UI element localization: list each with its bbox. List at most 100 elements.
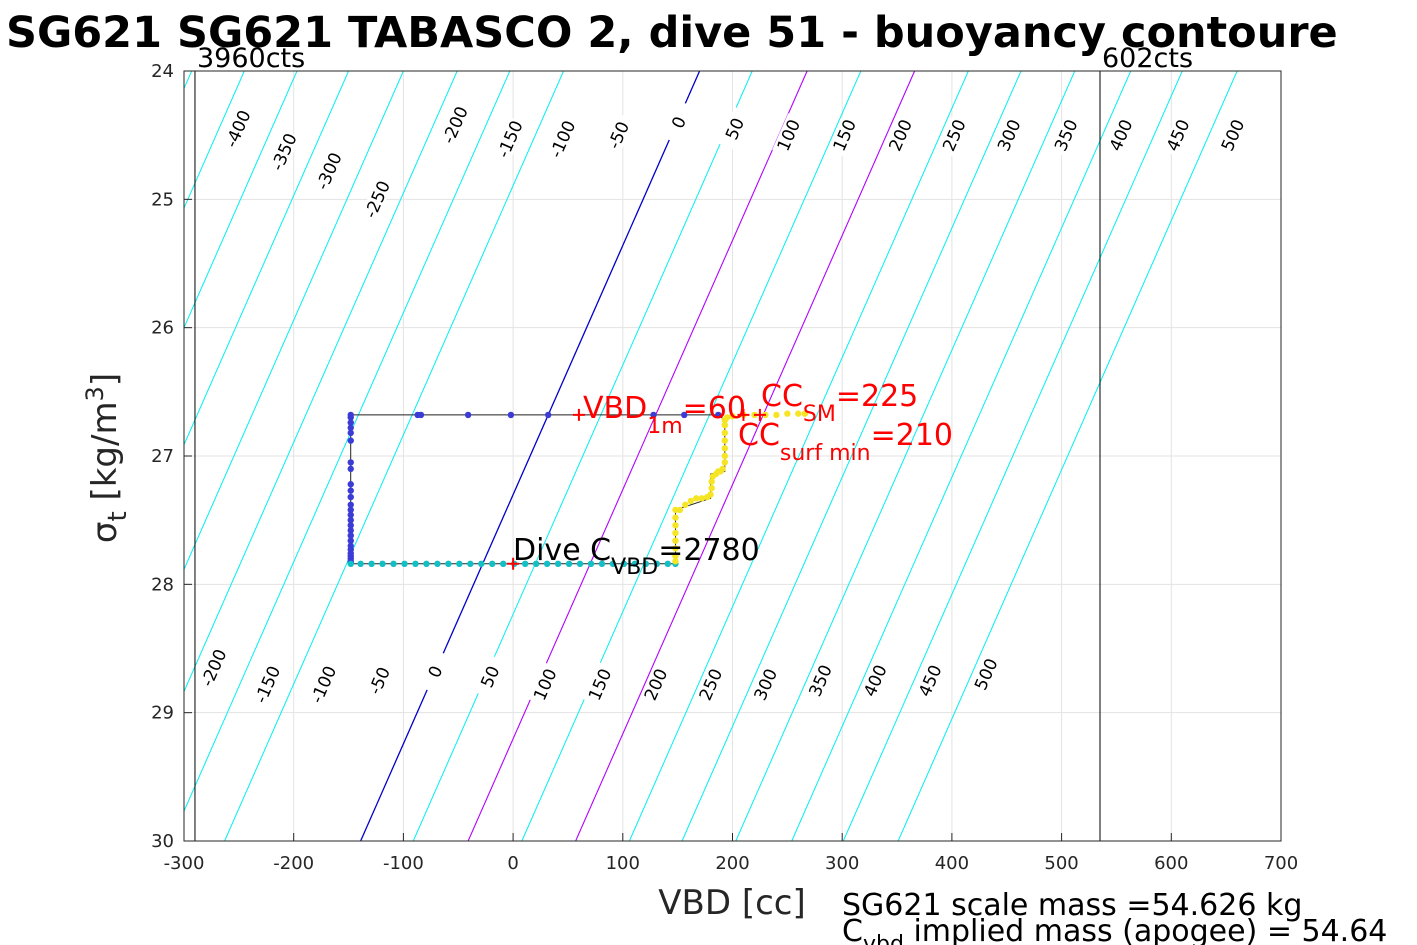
annotation-dive-c-vbd: Dive CVBD=2780 — [513, 533, 760, 580]
annotation-vbd-1m-main: VBD — [583, 391, 647, 426]
y-axis-label-close: ] — [85, 373, 125, 386]
data-point — [682, 501, 689, 508]
data-point — [347, 532, 354, 539]
contour-label-bg — [362, 658, 396, 703]
data-point — [347, 437, 354, 444]
data-point — [801, 410, 809, 417]
contour-label-bg — [583, 662, 617, 707]
data-point — [347, 459, 354, 466]
data-point — [347, 522, 354, 529]
data-point — [347, 465, 354, 473]
data-point — [423, 560, 430, 567]
data-point — [347, 506, 354, 514]
y-axis-label-unit: [kg/m — [85, 401, 125, 511]
data-point — [676, 506, 684, 514]
contour-label-bg — [493, 117, 527, 161]
data-point — [620, 560, 628, 567]
contour-label-bg — [1049, 113, 1083, 158]
contour-label-bg — [772, 113, 805, 158]
x-tick-label: -100 — [383, 853, 424, 874]
data-point — [347, 419, 354, 426]
data-point — [708, 478, 715, 485]
contour-label-bg — [197, 645, 230, 690]
data-point — [347, 424, 354, 431]
contour-label-bg — [937, 113, 971, 158]
data-point — [723, 414, 731, 421]
contour-label-bg — [602, 113, 635, 158]
data-point — [445, 560, 452, 567]
y-tick-label: 24 — [151, 61, 174, 82]
data-points — [347, 410, 809, 567]
y-tick-label: 26 — [151, 318, 174, 339]
data-point — [464, 411, 472, 419]
contour-line — [521, 71, 862, 841]
x-tick-label: -300 — [164, 853, 205, 874]
y-axis-label-sub: t — [103, 511, 133, 521]
axis-ticks: -300 -200 -100 0 100 200 300 400 500 600 700 24 25 26… — [151, 61, 1298, 874]
contour-line — [184, 71, 404, 571]
y-tick-label: 25 — [151, 189, 174, 210]
data-point — [434, 560, 441, 567]
data-point — [672, 552, 679, 560]
annotation-cc-sm: CCSM=225 — [761, 379, 918, 427]
data-point — [721, 459, 729, 466]
data-point — [650, 411, 657, 419]
contour-label-bg — [546, 117, 579, 161]
data-point — [554, 560, 562, 567]
contour-label-bg — [418, 649, 452, 694]
contour-line — [467, 71, 808, 841]
contour-label-bg — [694, 662, 727, 707]
y-tick-label: 29 — [151, 703, 174, 724]
annotation-cc-surf-min: CCsurf min=210 — [738, 418, 953, 466]
contour-line — [360, 71, 701, 841]
data-point — [653, 560, 661, 567]
data-point — [545, 411, 552, 419]
data-point — [467, 560, 474, 567]
data-point — [784, 410, 791, 417]
contour-label-bg — [221, 106, 255, 151]
contour-label-bg — [438, 102, 472, 147]
data-point — [347, 414, 354, 421]
data-point — [347, 487, 354, 494]
contour-line — [791, 71, 1132, 841]
annotation-dive-c-vbd-main: Dive C — [513, 533, 611, 568]
contour-line — [897, 71, 1238, 841]
contour-label-bg — [1104, 113, 1138, 158]
annotation-vbd-1m-sub: 1m — [647, 414, 682, 439]
y-tick-label: 27 — [151, 446, 174, 467]
annotation-dive-c-vbd-sub: VBD — [611, 555, 658, 580]
contour-label-bg — [307, 662, 340, 707]
contour-line — [575, 71, 916, 841]
footer-implied-mass-tail: implied mass (apogee) = 54.64 — [904, 914, 1388, 945]
data-point — [379, 560, 386, 567]
data-point — [715, 411, 722, 419]
contour-label-bg — [828, 113, 861, 158]
data-point — [532, 560, 540, 567]
limit-label-602cts: 602cts — [1102, 43, 1193, 74]
data-point — [357, 560, 364, 567]
data-point — [543, 560, 551, 567]
data-point — [672, 506, 679, 514]
chart-title: SG621 SG621 TABASCO 2, dive 51 - buoyanc… — [6, 8, 1338, 58]
y-axis-label-main: σ — [85, 522, 125, 544]
data-point — [687, 497, 695, 505]
data-point — [347, 527, 354, 534]
contour-label-bg — [969, 652, 1003, 697]
data-point — [347, 516, 354, 524]
data-point — [478, 560, 485, 567]
marker-cc-surf-min — [737, 408, 750, 421]
contour-label-bg — [528, 662, 562, 707]
annotation-cc-sm-main: CC — [761, 379, 803, 414]
data-point — [576, 560, 584, 567]
contour-label-bg — [360, 177, 394, 222]
data-point — [672, 537, 679, 544]
x-tick-label: 0 — [507, 853, 518, 874]
data-point — [401, 560, 408, 567]
data-point — [456, 560, 463, 567]
data-point — [642, 560, 650, 567]
data-point — [773, 411, 780, 419]
data-point — [708, 484, 715, 492]
contour-label-bg — [662, 100, 696, 145]
x-axis-label: VBD [cc] — [658, 883, 806, 923]
contour-line — [735, 71, 1076, 841]
